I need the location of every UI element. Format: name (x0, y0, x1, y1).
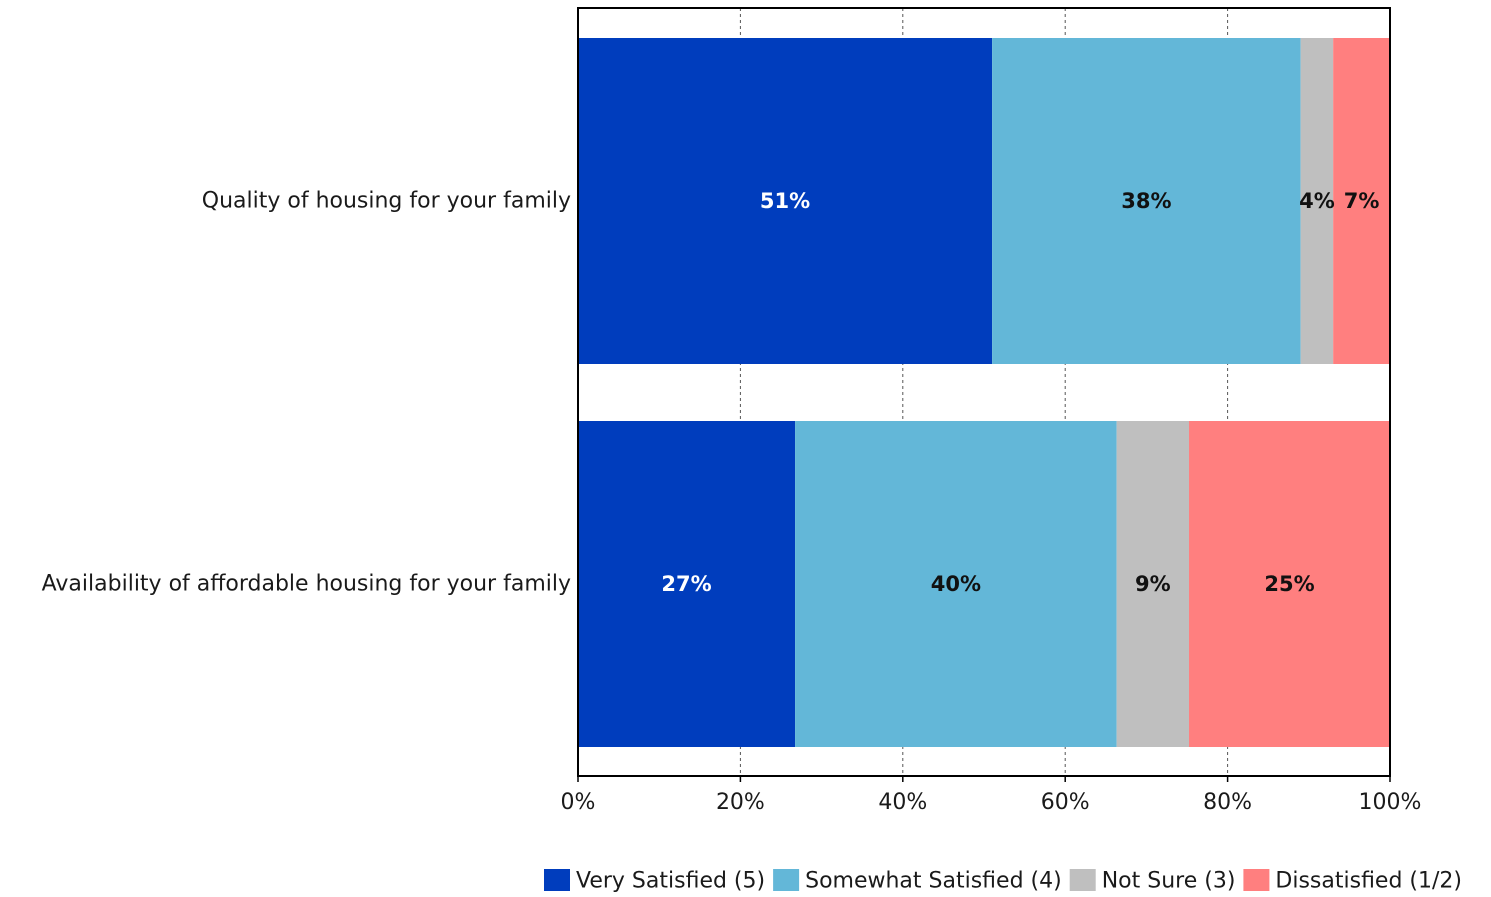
data-label-1-2: 9% (1135, 572, 1171, 596)
data-labels: 51% 38% 4% 7% 27% 40% 9% 25% (661, 189, 1379, 596)
bar-segment-0-2 (1300, 38, 1334, 364)
plot-border (577, 7, 1391, 777)
legend-label-2: Not Sure (3) (1102, 869, 1236, 894)
category-label-0: Quality of housing for your family (202, 189, 571, 214)
data-label-0-1: 38% (1121, 189, 1171, 213)
x-tick-label-40: 40% (878, 790, 927, 815)
data-label-0-0: 51% (760, 189, 810, 213)
legend-item-2: Not Sure (3) (1069, 869, 1236, 894)
bar-segment-1-2 (1116, 421, 1190, 747)
category-labels: Quality of housing for your family Availa… (42, 189, 571, 597)
x-tick-label-80: 80% (1203, 790, 1252, 815)
x-tick-label-100: 100% (1359, 790, 1422, 815)
bar-segment-0-0 (578, 38, 993, 364)
bar-segment-1-1 (795, 421, 1117, 747)
legend: Very Satisfied (5) Somewhat Satisfied (4)… (544, 869, 1462, 894)
x-tick-label-60: 60% (1041, 790, 1090, 815)
legend-label-0: Very Satisfied (5) (576, 869, 765, 894)
x-axis-ticks: 0% 20% 40% 60% 80% 100% (561, 776, 1422, 815)
plot-frame (577, 7, 1391, 777)
legend-item-1: Somewhat Satisfied (4) (773, 869, 1062, 894)
legend-swatch-2 (1069, 869, 1096, 891)
legend-item-3: Dissatisfied (1/2) (1243, 869, 1462, 894)
bars (578, 38, 1390, 747)
data-label-0-3: 7% (1344, 189, 1380, 213)
bar-segment-1-3 (1189, 421, 1390, 747)
legend-label-1: Somewhat Satisfied (4) (805, 869, 1062, 894)
data-label-0-2: 4% (1299, 189, 1335, 213)
category-label-1: Availability of affordable housing for y… (42, 572, 571, 597)
data-label-1-3: 25% (1264, 572, 1314, 596)
legend-swatch-3 (1243, 869, 1270, 891)
legend-item-0: Very Satisfied (5) (544, 869, 765, 894)
legend-label-3: Dissatisfied (1/2) (1275, 869, 1462, 894)
legend-swatch-1 (773, 869, 800, 891)
bar-segment-0-3 (1333, 38, 1390, 364)
data-label-1-0: 27% (661, 572, 711, 596)
legend-swatch-0 (544, 869, 570, 891)
data-label-1-1: 40% (931, 572, 981, 596)
x-tick-label-20: 20% (716, 790, 765, 815)
x-tick-label-0: 0% (561, 790, 596, 815)
bar-segment-1-0 (578, 421, 796, 747)
bar-segment-0-1 (992, 38, 1301, 364)
